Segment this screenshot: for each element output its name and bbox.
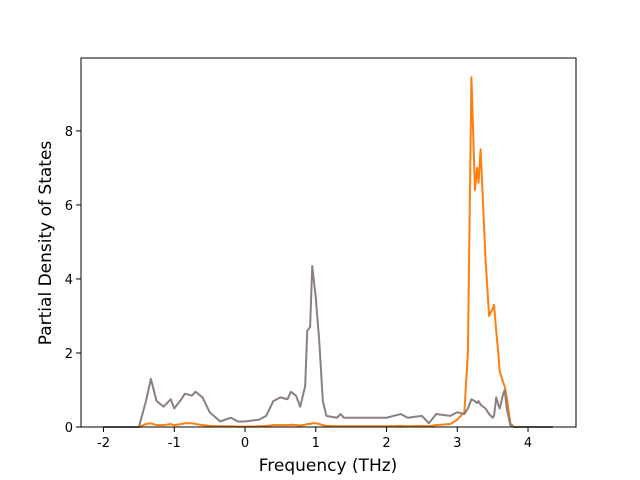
- y-tick-label: 2: [65, 347, 73, 362]
- x-tick-label: 3: [453, 436, 461, 451]
- x-tick-label: 0: [241, 436, 249, 451]
- y-tick-label: 6: [65, 199, 73, 214]
- y-tick-label: 8: [65, 125, 73, 140]
- x-tick-label: -1: [168, 436, 181, 451]
- x-axis-label: Frequency (THz): [259, 456, 398, 476]
- y-tick-label: 4: [65, 273, 73, 288]
- x-tick-label: 2: [382, 436, 390, 451]
- x-tick-label: -2: [97, 436, 110, 451]
- x-tick-label: 1: [312, 436, 320, 451]
- y-axis-label: Partial Density of States: [36, 141, 56, 346]
- series-line: [103, 76, 553, 428]
- x-tick-label: 4: [524, 436, 532, 451]
- plot-frame: [80, 57, 577, 428]
- series-line: [103, 265, 553, 428]
- y-tick-label: 0: [65, 421, 73, 436]
